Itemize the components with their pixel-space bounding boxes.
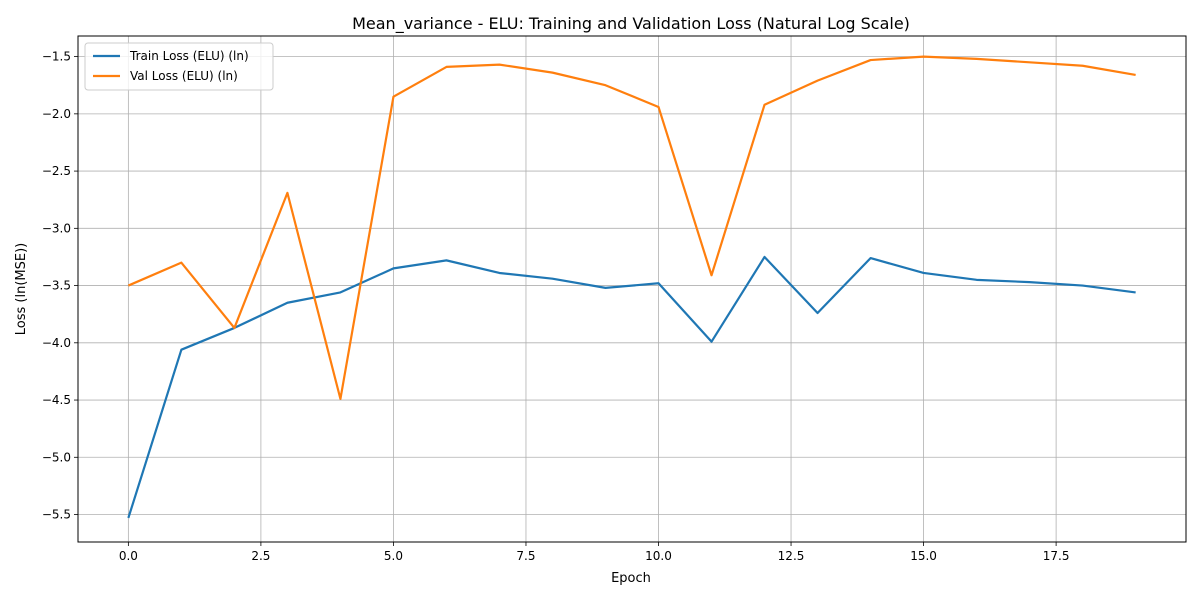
y-tick-label: −2.0 [42,107,71,121]
y-tick-label: −4.0 [42,336,71,350]
x-axis-label: Epoch [611,571,651,586]
x-tick-label: 17.5 [1043,549,1070,563]
series-lines [127,55,1136,519]
x-tick-label: 0.0 [119,549,138,563]
x-tick-label: 10.0 [645,549,672,563]
legend-box [84,42,274,91]
y-tick-label: −1.5 [42,50,71,64]
y-tick-label: −3.5 [42,279,71,293]
y-tick-label: −2.5 [42,164,71,178]
grid [78,36,1186,542]
x-axis-ticks: 0.0 2.5 5.0 7.5 10.0 12.5 15.0 17.5 [119,542,1070,563]
y-axis-ticks: −5.5 −5.0 −4.5 −4.0 −3.5 −3.0 −2.5 −2.0 −1.5 [42,50,78,522]
x-tick-label: 7.5 [516,549,535,563]
series-line-0 [127,255,1136,519]
y-axis-label: Loss (ln(MSE)) [14,243,29,335]
plot-area-frame [77,35,1187,543]
chart-title: Mean_variance - ELU: Training and Valida… [352,14,910,34]
x-tick-label: 2.5 [251,549,270,563]
series-line-1 [127,55,1136,400]
x-tick-label: 12.5 [778,549,805,563]
legend: Train Loss (ELU) (ln) Val Loss (ELU) (ln) [84,42,274,91]
legend-label: Val Loss (ELU) (ln) [130,69,238,83]
y-tick-label: −4.5 [42,393,71,407]
y-tick-label: −5.0 [42,450,71,464]
y-tick-label: −5.5 [42,508,71,522]
y-tick-label: −3.0 [42,221,71,235]
x-tick-label: 15.0 [910,549,937,563]
legend-label: Train Loss (ELU) (ln) [129,49,249,63]
x-tick-label: 5.0 [384,549,403,563]
